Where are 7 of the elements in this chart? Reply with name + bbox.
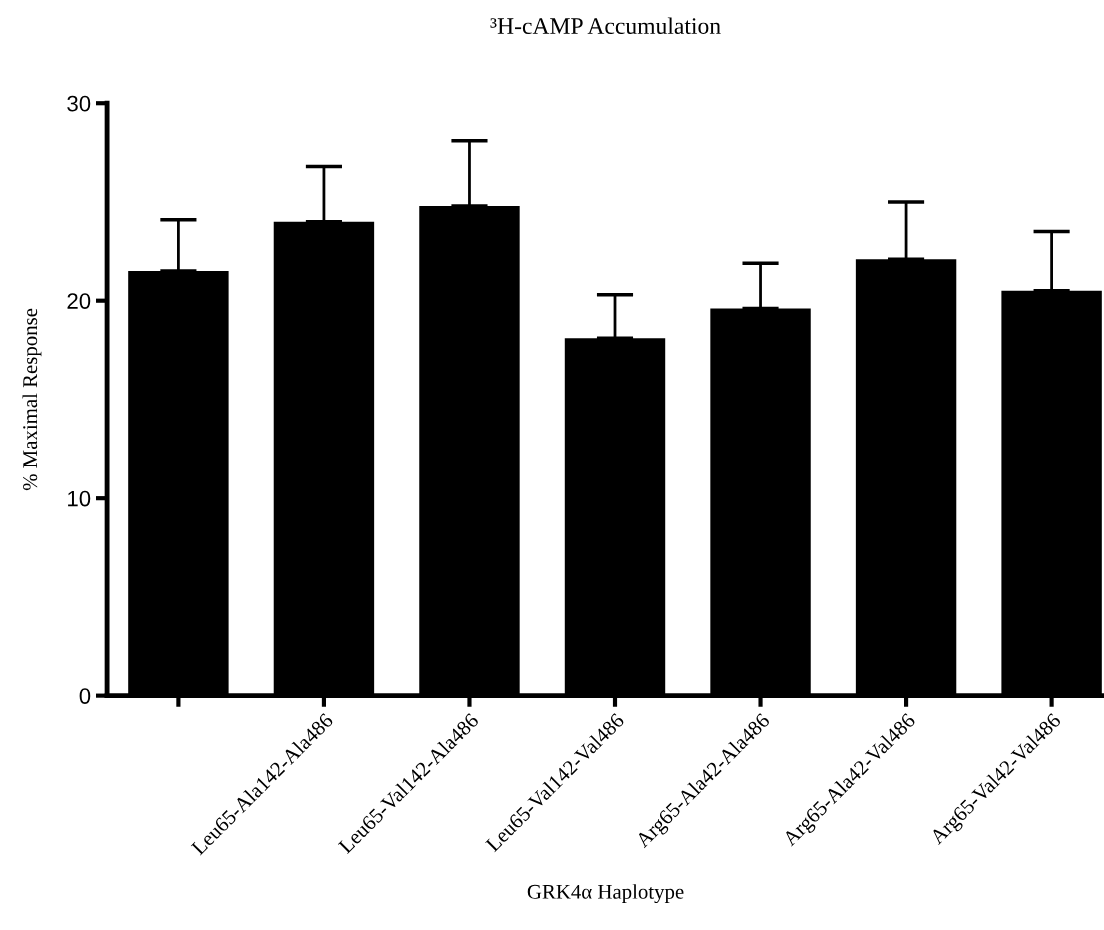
y-tick-label: 0 [79, 688, 91, 704]
chart-title: ³H-cAMP Accumulation [490, 17, 721, 35]
y-tick-label: 30 [67, 95, 91, 112]
y-tick-label: 10 [68, 490, 91, 507]
y-tick-label: 20 [67, 293, 91, 309]
y-axis-title: % Maximal Response [22, 308, 42, 491]
x-axis-title: GRK4α Haplotype [527, 884, 684, 904]
